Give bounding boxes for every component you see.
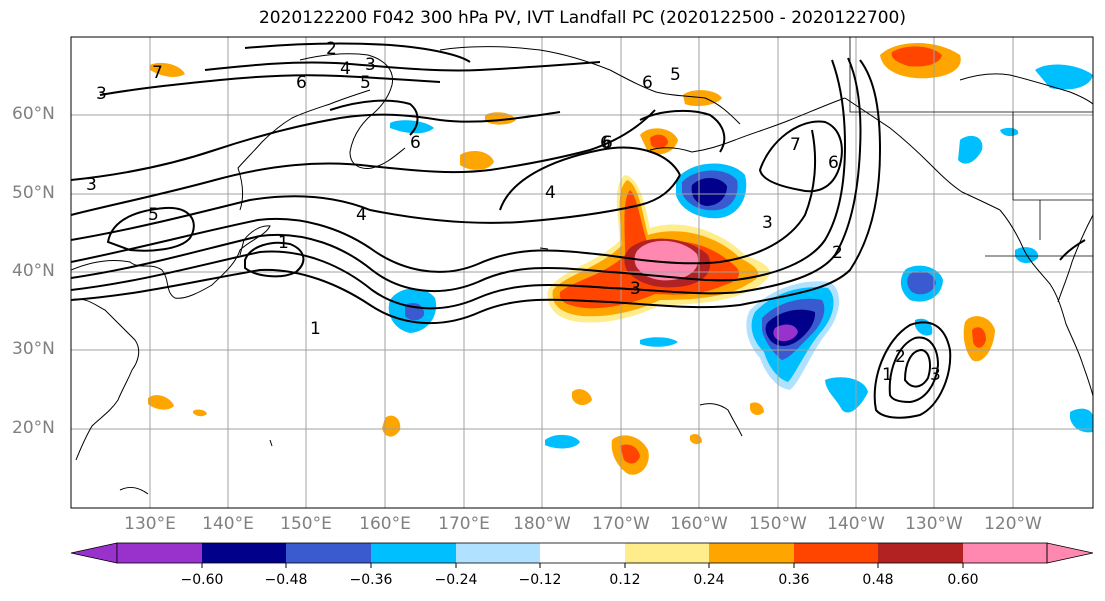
contour-label: 6 <box>828 153 839 173</box>
colorbar-segment <box>625 543 709 563</box>
lat-label: 40°N <box>12 261 55 281</box>
contour-label: 2 <box>832 243 843 263</box>
contour-labels: 2 3 4 5 6 3 6 6 5 7 6 3 5 1 4 4 6 3 6 2 … <box>86 39 941 385</box>
colorbar-segment <box>117 543 202 563</box>
positive-small-13 <box>690 434 702 445</box>
contour-label: 1 <box>278 233 289 253</box>
colorbar-tick-label: 0.60 <box>947 572 979 588</box>
negative-small-9 <box>1000 127 1019 137</box>
contour-label: 5 <box>360 73 371 93</box>
negative-anomaly-east-5 <box>773 324 798 342</box>
contour-label: 3 <box>96 84 107 104</box>
contour-label: 7 <box>152 63 163 83</box>
lon-label: 130°W <box>905 514 963 534</box>
contour-label: 6 <box>600 133 611 153</box>
contour-label: 5 <box>148 205 159 225</box>
figure-title: 2020122200 F042 300 hPa PV, IVT Landfall… <box>258 8 906 28</box>
negative-anomaly-north-3 <box>691 177 727 206</box>
contour-label: 1 <box>882 365 893 385</box>
colorbar-segment <box>709 543 794 563</box>
positive-small-9 <box>148 395 174 410</box>
lon-label: 130°E <box>124 514 176 534</box>
pv-contours <box>71 42 1086 419</box>
lat-label: 30°N <box>12 339 55 359</box>
lon-label: 180°W <box>513 514 571 534</box>
negative-anomaly-ne-2 <box>907 271 936 295</box>
contour-label: 4 <box>356 205 367 225</box>
lon-label: 140°E <box>202 514 254 534</box>
colorbar-extend-high <box>1046 542 1094 564</box>
contour-label: 6 <box>642 73 653 93</box>
positive-small-14 <box>193 409 207 417</box>
coastlines <box>71 46 1093 495</box>
colorbar-segment <box>963 543 1047 563</box>
lat-label: 20°N <box>12 418 55 438</box>
negative-small-10 <box>915 318 933 336</box>
contour-label: 3 <box>630 279 641 299</box>
positive-small-8b <box>972 327 986 348</box>
positive-small-12 <box>750 402 764 415</box>
negative-small-8 <box>1070 408 1093 433</box>
lon-label: 160°E <box>359 514 411 534</box>
contour-label: 6 <box>410 133 421 153</box>
colorbar-tick-label: 0.36 <box>778 572 810 588</box>
colorbar-segment <box>540 543 625 563</box>
colorbar-tick-label: 0.12 <box>609 572 641 588</box>
colorbar <box>70 542 1094 568</box>
negative-small-1 <box>825 377 868 413</box>
contour-label: 6 <box>602 133 613 153</box>
lon-label: 140°W <box>827 514 885 534</box>
positive-small-6 <box>150 62 185 77</box>
negative-small-5 <box>958 135 983 164</box>
colorbar-outline <box>116 542 1048 564</box>
colorbar-segment <box>202 543 286 563</box>
contour-label: 7 <box>790 135 801 155</box>
contour-label: 3 <box>86 175 97 195</box>
contour-label: 3 <box>365 55 376 75</box>
negative-small-2 <box>545 434 580 449</box>
positive-small-11 <box>572 389 592 406</box>
colorbar-tick-label: 0.48 <box>862 572 894 588</box>
negative-small-6 <box>1035 64 1093 90</box>
colorbar-extend-low <box>70 542 118 564</box>
colorbar-segment <box>794 543 878 563</box>
contour-label: 3 <box>762 213 773 233</box>
colorbar-tick-label: −0.48 <box>264 572 308 588</box>
positive-small-3 <box>460 150 494 170</box>
contour-label: 2 <box>326 39 337 59</box>
colorbar-segment <box>371 543 456 563</box>
colorbar-tick-label: −0.24 <box>434 572 478 588</box>
lon-label: 170°E <box>438 514 490 534</box>
colorbar-tick-label: −0.36 <box>349 572 393 588</box>
negative-small-4 <box>390 120 434 134</box>
positive-small-10 <box>382 415 401 437</box>
contour-label: 6 <box>296 73 307 93</box>
contour-label: 4 <box>340 59 351 79</box>
lat-label: 60°N <box>12 104 55 124</box>
contour-label: 3 <box>930 365 941 385</box>
lon-label: 160°W <box>670 514 728 534</box>
positive-small-1b <box>891 46 942 67</box>
colorbar-tick-label: 0.24 <box>693 572 725 588</box>
colorbar-segment <box>878 543 963 563</box>
contour-label: 1 <box>310 319 321 339</box>
lon-label: 120°W <box>984 514 1042 534</box>
contour-label: 4 <box>545 183 556 203</box>
negative-small-3 <box>640 337 678 347</box>
lat-label: 50°N <box>12 183 55 203</box>
map-frame <box>70 36 1094 509</box>
positive-small-2b <box>650 134 668 149</box>
contour-label: 2 <box>895 347 906 367</box>
lon-label: 170°W <box>592 514 650 534</box>
lon-label: 150°W <box>749 514 807 534</box>
colorbar-segment <box>456 543 540 563</box>
colorbar-tick-label: −0.12 <box>518 572 562 588</box>
contour-label: 5 <box>670 65 681 85</box>
positive-anomaly-central-pink <box>634 240 699 281</box>
colorbar-tick-label: −0.60 <box>180 572 224 588</box>
lon-label: 150°E <box>280 514 332 534</box>
colorbar-segment <box>286 543 371 563</box>
positive-small-7b <box>620 444 640 464</box>
